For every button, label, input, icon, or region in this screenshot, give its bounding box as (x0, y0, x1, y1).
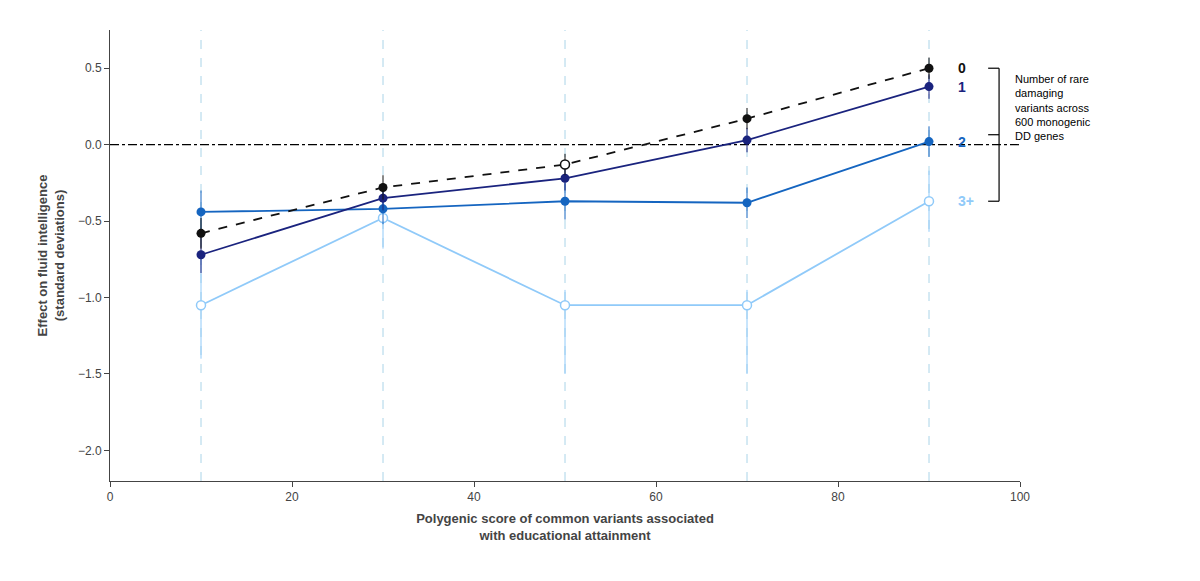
svg-text:Polygenic score of common vari: Polygenic score of common variants assoc… (416, 511, 714, 543)
svg-text:0: 0 (958, 60, 966, 76)
svg-text:−2.0: −2.0 (78, 444, 102, 458)
svg-text:0.5: 0.5 (85, 61, 102, 75)
svg-text:Effect on fluid intelligence(s: Effect on fluid intelligence(standard de… (35, 175, 67, 337)
svg-text:3+: 3+ (958, 193, 974, 209)
svg-text:0: 0 (107, 490, 114, 504)
svg-text:100: 100 (1010, 490, 1030, 504)
svg-text:−1.5: −1.5 (78, 367, 102, 381)
svg-text:Number of raredamagingvariants: Number of raredamagingvariants across600… (1015, 73, 1091, 142)
svg-text:20: 20 (285, 490, 299, 504)
svg-text:2: 2 (958, 134, 966, 150)
svg-text:40: 40 (467, 490, 481, 504)
svg-text:60: 60 (649, 490, 663, 504)
svg-text:−1.0: −1.0 (78, 291, 102, 305)
svg-text:0.0: 0.0 (85, 138, 102, 152)
svg-text:−0.5: −0.5 (78, 214, 102, 228)
svg-text:80: 80 (831, 490, 845, 504)
svg-text:1: 1 (958, 79, 966, 95)
